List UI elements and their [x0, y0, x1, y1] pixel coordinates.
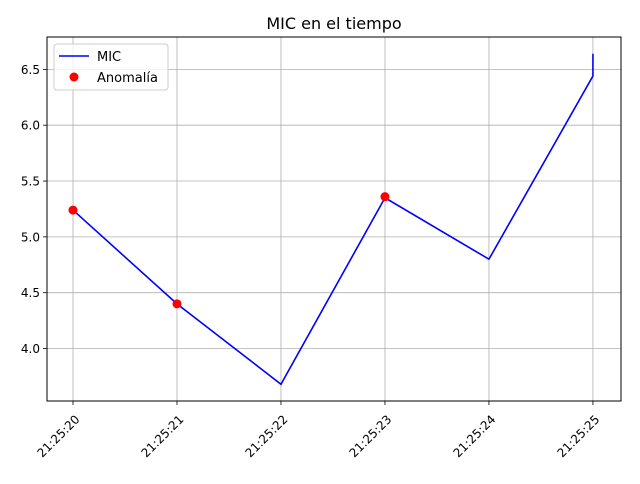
y-tick-label: 5.0: [21, 230, 40, 244]
legend-marker-swatch: [69, 72, 79, 82]
legend-label-mic: MIC: [97, 50, 121, 65]
series-layer: [68, 53, 594, 386]
anomaly-point: [172, 299, 182, 309]
grid-lines: [47, 37, 621, 401]
legend-label-anomalia: Anomalía: [97, 71, 158, 86]
anomaly-point: [68, 205, 78, 215]
chart-title: MIC en el tiempo: [266, 14, 401, 33]
y-tick-label: 6.5: [21, 63, 40, 77]
y-tick-label: 4.5: [21, 286, 40, 300]
y-tick-label: 6.0: [21, 119, 40, 133]
legend: MIC Anomalía: [53, 43, 169, 91]
anomaly-point: [380, 192, 390, 202]
y-tick-label: 4.0: [21, 342, 40, 356]
y-tick-label: 5.5: [21, 175, 40, 189]
plot-frame: [46, 36, 622, 402]
